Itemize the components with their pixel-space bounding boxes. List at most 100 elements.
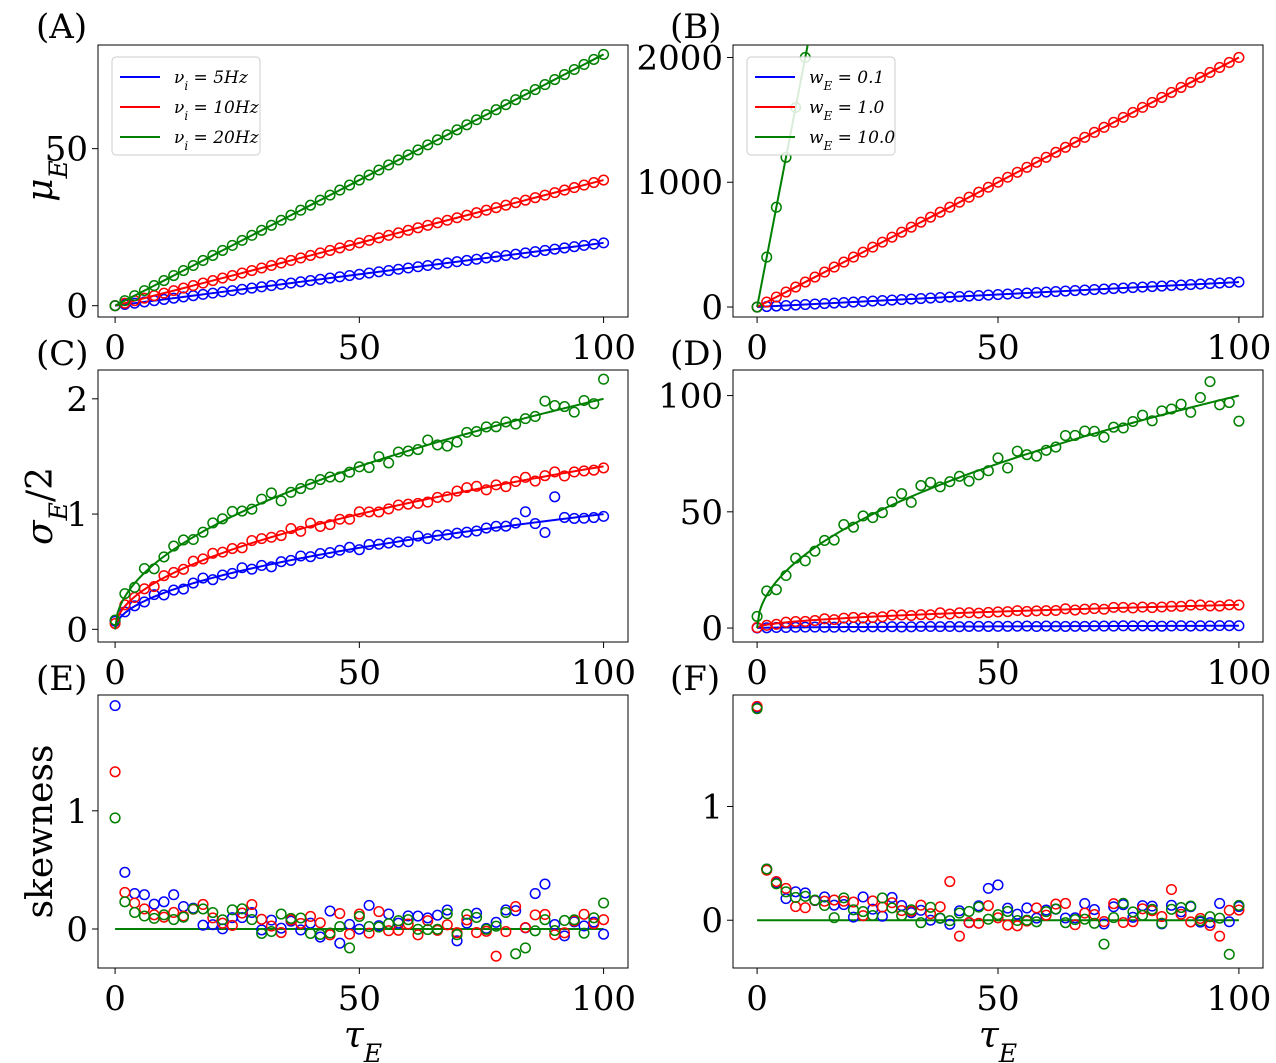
data-point (285, 254, 297, 267)
data-point (519, 194, 531, 206)
data-point (510, 197, 522, 209)
data-point (568, 914, 580, 926)
data-point (490, 421, 502, 433)
data-point (422, 139, 434, 151)
series-line (114, 513, 604, 630)
data-point (549, 73, 561, 86)
data-point (129, 581, 141, 593)
data-point (304, 551, 317, 563)
legend-box (746, 56, 896, 156)
data-point (876, 236, 888, 248)
data-point (924, 901, 937, 913)
data-point (915, 917, 927, 929)
data-point (510, 517, 522, 529)
data-point (915, 216, 927, 228)
data-point (818, 266, 831, 278)
data-point (992, 879, 1004, 891)
data-point (363, 169, 375, 181)
data-point (490, 920, 502, 932)
data-point (490, 916, 502, 928)
data-point (334, 937, 346, 949)
y-tick-label: 0 (66, 910, 88, 950)
y-axis-label: σE/2 (20, 467, 73, 545)
data-point (1185, 406, 1197, 418)
data-point (1069, 136, 1081, 148)
data-point (109, 766, 121, 778)
data-point (431, 923, 444, 935)
data-point (770, 584, 782, 596)
data-point (246, 898, 258, 911)
data-point (924, 908, 937, 920)
data-point (751, 703, 763, 715)
data-point (109, 614, 121, 626)
data-point (177, 911, 190, 923)
data-point (314, 247, 326, 259)
data-point (500, 520, 512, 532)
data-point (924, 211, 937, 223)
data-point (392, 227, 404, 239)
data-point (761, 863, 773, 875)
data-point (1127, 906, 1139, 918)
data-point (963, 905, 975, 917)
data-point (383, 503, 395, 515)
data-point (500, 906, 512, 919)
data-point (1175, 908, 1187, 920)
data-point (1175, 81, 1187, 93)
data-point (1059, 141, 1072, 153)
data-point (1002, 905, 1014, 917)
x-tick-label: 0 (746, 328, 768, 368)
data-point (441, 904, 453, 916)
data-point (422, 915, 434, 927)
data-point (1108, 116, 1120, 128)
data-point (1088, 425, 1100, 437)
data-point (529, 192, 541, 204)
data-point (217, 272, 229, 284)
data-point (1050, 903, 1062, 915)
data-point (1185, 76, 1197, 88)
data-point (353, 910, 365, 922)
data-point (344, 239, 356, 251)
data-point (1214, 897, 1226, 909)
data-point (539, 395, 551, 407)
data-point (500, 199, 512, 211)
data-point (867, 241, 879, 253)
data-point (886, 496, 898, 508)
data-point (1146, 96, 1158, 108)
data-point (373, 451, 385, 463)
data-point (790, 281, 802, 293)
data-point (973, 917, 985, 929)
data-point (1156, 91, 1168, 103)
data-point (828, 261, 840, 273)
data-point (129, 290, 141, 302)
data-point (1136, 409, 1149, 421)
data-point (392, 154, 404, 166)
data-point (373, 506, 385, 518)
data-point (236, 907, 248, 919)
y-axis-label: μE (20, 160, 73, 202)
data-point (304, 517, 317, 529)
y-tick-label: 0 (66, 287, 88, 327)
data-point (138, 889, 150, 901)
data-point (285, 523, 297, 535)
data-point (119, 866, 131, 878)
data-point (324, 189, 336, 201)
x-tick-label: 50 (338, 653, 381, 693)
data-point (1233, 620, 1245, 632)
data-point (963, 191, 975, 203)
data-point (886, 231, 898, 243)
data-point (461, 908, 473, 920)
x-tick-label: 50 (976, 979, 1019, 1019)
data-point (558, 68, 571, 81)
data-point (441, 919, 453, 931)
data-point (1175, 398, 1187, 410)
data-point (265, 920, 277, 932)
data-point (363, 899, 375, 911)
series-line (756, 56, 1240, 308)
data-point (265, 561, 277, 573)
data-point (383, 457, 395, 469)
data-point (568, 63, 580, 76)
data-point (1011, 166, 1023, 178)
data-point (207, 249, 219, 261)
